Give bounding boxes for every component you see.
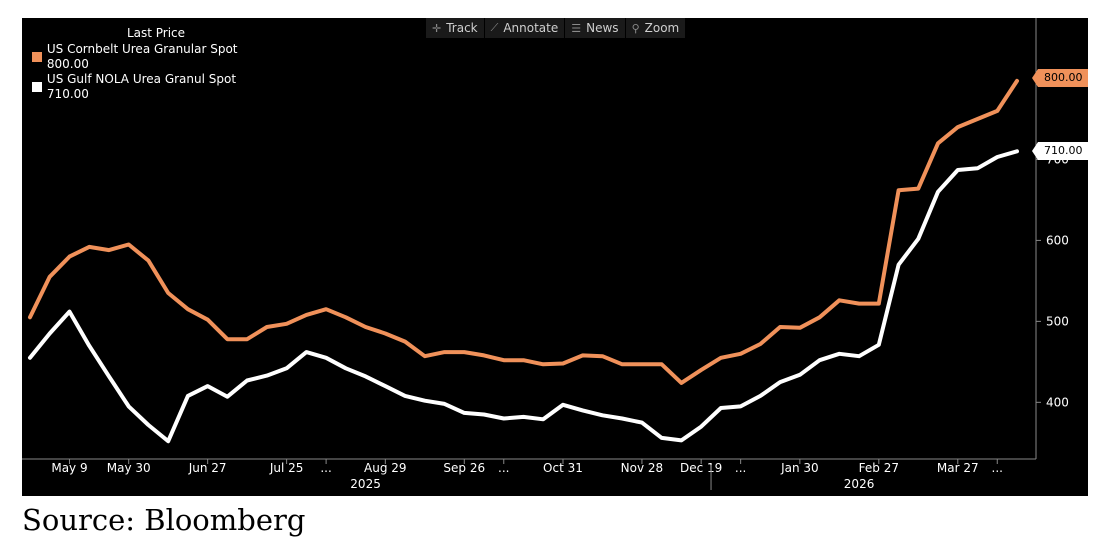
x-tick-label: May 9 <box>51 461 87 475</box>
series-line-cornbelt <box>28 78 1019 385</box>
x-tick-label: ... <box>992 461 1003 475</box>
chart-toolbar: ✛ Track ⟋ Annotate ☰ News ⚲ Zoom <box>426 18 687 38</box>
x-tick-label: Sep 26 <box>443 461 485 475</box>
legend-entry-nola: US Gulf NOLA Urea Granul Spot 710.00 <box>32 72 280 102</box>
legend-entry-cornbelt: US Cornbelt Urea Granular Spot 800.00 <box>32 42 280 72</box>
news-icon: ☰ <box>571 21 582 35</box>
source-caption: Source: Bloomberg <box>22 503 306 537</box>
x-tick-label: Mar 27 <box>937 461 979 475</box>
zoom-label: Zoom <box>644 21 680 35</box>
pencil-icon: ⟋ <box>490 21 499 34</box>
x-tick-label: ... <box>498 461 509 475</box>
x-tick-label: ... <box>320 461 331 475</box>
legend-label-nola: US Gulf NOLA Urea Granul Spot 710.00 <box>46 72 237 101</box>
last-price-badge-cornbelt: 800.00 <box>1032 69 1088 88</box>
annotate-label: Annotate <box>503 21 559 35</box>
y-tick-label: 400 <box>1046 395 1069 409</box>
last-price-badge-nola: 710.00 <box>1032 142 1088 161</box>
legend-swatch-nola <box>32 82 42 92</box>
annotate-button[interactable]: ⟋ Annotate <box>485 18 566 38</box>
year-label: 2026 <box>844 477 875 491</box>
year-label: 2025 <box>350 477 381 491</box>
track-button[interactable]: ✛ Track <box>426 18 485 38</box>
x-tick-label: Oct 31 <box>543 461 583 475</box>
x-tick-label: Dec 19 <box>680 461 722 475</box>
zoom-button[interactable]: ⚲ Zoom <box>626 18 687 38</box>
y-tick-label: 600 <box>1046 233 1069 247</box>
legend-label-cornbelt: US Cornbelt Urea Granular Spot 800.00 <box>46 42 238 71</box>
x-tick-label: Jan 30 <box>780 461 819 475</box>
x-tick-label: Jul 25 <box>269 461 304 475</box>
legend-swatch-cornbelt <box>32 52 42 62</box>
y-tick-label: 500 <box>1046 314 1069 328</box>
crosshair-icon: ✛ <box>432 21 442 35</box>
news-label: News <box>586 21 619 35</box>
x-tick-label: Nov 28 <box>621 461 664 475</box>
x-tick-label: Feb 27 <box>859 461 899 475</box>
series-line-nola <box>28 149 1019 444</box>
chart-legend: Last Price US Cornbelt Urea Granular Spo… <box>32 26 280 102</box>
magnifier-icon: ⚲ <box>631 21 640 35</box>
x-tick-label: ... <box>735 461 746 475</box>
track-label: Track <box>446 21 478 35</box>
x-tick-label: May 30 <box>107 461 151 475</box>
x-tick-label: Aug 29 <box>364 461 407 475</box>
x-tick-label: Jun 27 <box>188 461 227 475</box>
news-button[interactable]: ☰ News <box>565 18 626 38</box>
legend-title: Last Price <box>126 26 186 40</box>
